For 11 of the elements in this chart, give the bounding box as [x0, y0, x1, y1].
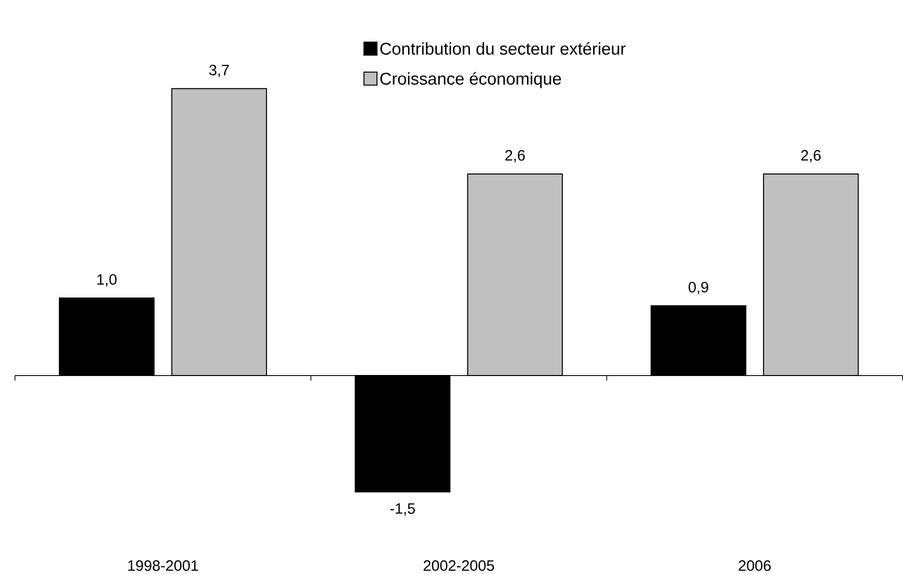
legend-label: Croissance économique — [380, 72, 561, 88]
data-label: 3,7 — [209, 64, 229, 78]
x-tick-label: 1998-2001 — [128, 560, 198, 571]
data-label: -1,5 — [390, 503, 415, 516]
x-tick-label: 2002-2005 — [424, 560, 494, 571]
data-label: 1,0 — [97, 274, 117, 286]
legend-label: Contribution du secteur extérieur — [380, 42, 626, 55]
data-label: 2,6 — [801, 150, 821, 162]
x-tick-label: 2006 — [738, 560, 771, 571]
data-label: 0,9 — [688, 282, 708, 294]
data-label: 2,6 — [505, 150, 525, 162]
